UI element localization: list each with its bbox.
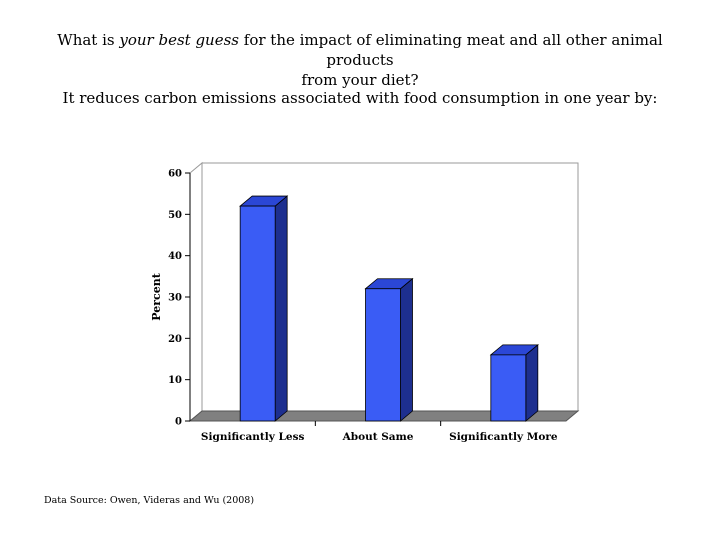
question-emphasis: your best guess — [119, 31, 239, 49]
x-category-label: Significantly More — [449, 431, 558, 443]
bar-side — [525, 344, 539, 422]
x-category-label: About Same — [342, 431, 414, 443]
question-text: What is your best guess for the impact o… — [40, 30, 680, 90]
bar-side — [400, 277, 413, 422]
bar — [239, 205, 276, 422]
y-tick-label: 50 — [168, 210, 182, 221]
plot-left-wall — [189, 161, 203, 423]
y-tick-label: 0 — [175, 417, 182, 428]
y-tick-label: 10 — [168, 375, 182, 386]
question-suffix: for the impact of eliminating meat and a… — [239, 31, 663, 69]
data-source: Data Source: Owen, Videras and Wu (2008) — [44, 495, 255, 506]
y-tick-label: 20 — [168, 334, 182, 345]
statement-text: It reduces carbon emissions associated w… — [62, 89, 658, 107]
y-tick-label: 40 — [168, 251, 182, 262]
question-prefix: What is — [57, 31, 120, 49]
y-axis-title: Percent — [150, 272, 163, 320]
bar-side — [274, 195, 288, 422]
y-tick-label: 60 — [168, 169, 182, 180]
question-line2: from your diet? — [301, 71, 419, 89]
bar — [365, 288, 401, 422]
x-category-label: Significantly Less — [201, 431, 305, 443]
bar — [490, 354, 527, 422]
y-tick-label: 30 — [168, 293, 182, 304]
